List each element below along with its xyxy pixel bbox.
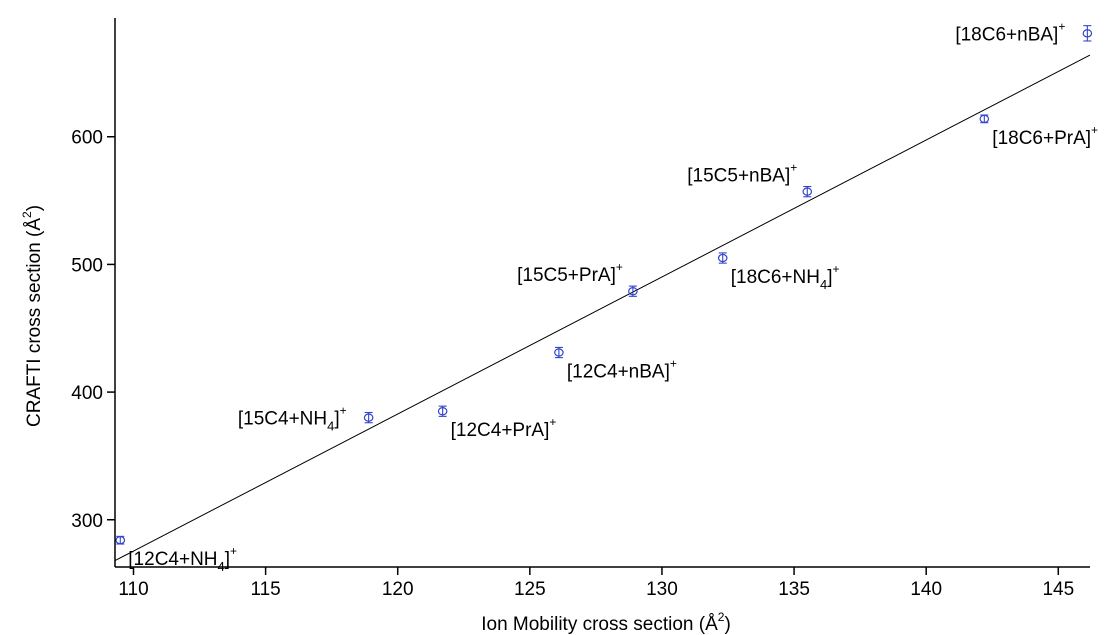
data-point-4 (628, 287, 638, 296)
y-tick-label-1: 400 (71, 383, 103, 404)
y-axis-title-sup: 2 (20, 211, 34, 218)
y-tick-label-0: 300 (71, 511, 103, 532)
point-label-3: [12C4+nBA]+ (567, 357, 677, 383)
y-tick-label-3: 600 (71, 128, 103, 149)
point-label-7: [18C6+PrA]+ (992, 123, 1098, 149)
y-axis-title: CRAFTI cross section (Å2) (20, 205, 45, 427)
y-axis-title-end: ) (24, 205, 45, 211)
point-label-4: [15C5+PrA]+ (517, 260, 623, 286)
data-point-7 (979, 114, 990, 124)
y-tick-label-2: 500 (71, 255, 103, 276)
fit-line-layer (114, 54, 1091, 562)
point-label-6: [15C5+nBA]+ (687, 161, 797, 187)
x-tick-label-4: 130 (646, 579, 678, 600)
x-tick-label-1: 115 (250, 579, 280, 600)
point-label-1: [15C4+NH4]+ (238, 404, 347, 434)
x-axis-ticks: 110 115 120 125 130 135 140 145 (118, 567, 1074, 600)
x-axis-title-end: ) (724, 614, 730, 635)
point-label-0: [12C4+NH4]+ (128, 544, 237, 574)
data-point-6 (802, 187, 813, 196)
x-axis-title: Ion Mobility cross section (Å2) (481, 610, 731, 635)
point-labels-layer: [12C4+NH4]+ [15C4+NH4]+ [12C4+PrA]+ [12C4+n… (128, 19, 1098, 574)
data-point-8 (1082, 29, 1093, 38)
data-point-2 (437, 407, 448, 416)
point-label-8: [18C6+nBA]+ (955, 19, 1065, 45)
data-point-5 (717, 253, 728, 263)
x-axis-title-main: Ion Mobility cross section (Å (481, 614, 718, 635)
point-label-5: [18C6+NH4]+ (731, 262, 840, 292)
x-tick-label-7: 145 (1042, 579, 1074, 600)
point-label-2: [12C4+PrA]+ (451, 415, 557, 441)
x-tick-label-0: 110 (118, 579, 148, 600)
points-layer (115, 25, 1093, 545)
y-axis-title-main: CRAFTI cross section (Å (24, 218, 45, 427)
data-point-0 (115, 535, 126, 545)
x-tick-label-5: 135 (778, 579, 810, 600)
y-axis-ticks: 300 400 500 600 (71, 128, 115, 532)
x-tick-label-6: 140 (910, 579, 942, 600)
data-point-3 (554, 348, 564, 357)
x-tick-label-2: 120 (382, 579, 414, 600)
x-tick-label-3: 125 (514, 579, 546, 600)
data-point-1 (363, 413, 374, 422)
fit-line (114, 54, 1091, 562)
x-axis-title-sup: 2 (718, 610, 725, 624)
